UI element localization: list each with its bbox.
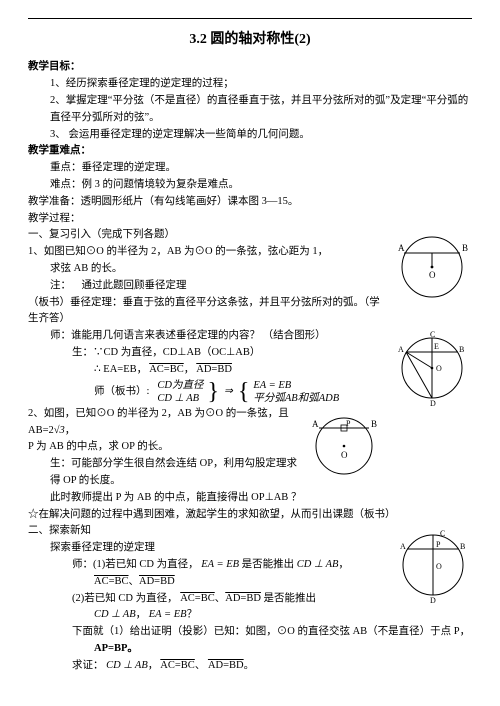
process-heading: 教学过程： [28, 211, 472, 228]
t2-2b: CD ⊥ AB， EA = EB？ [28, 607, 472, 624]
fig-2: C A B E O D [392, 330, 472, 406]
fig-4: C A B P O D [394, 525, 472, 603]
eq-l1: CD为直径 [157, 379, 203, 393]
obj-1: 1、经历探索垂径定理的逆定理的过程； [28, 76, 472, 93]
below-line: 下面就（1）给出证明（投影）已知：如图，⊙O 的直径交弦 AB（不是直径）于点 … [28, 624, 472, 641]
obj-2: 2、掌握定理“平分弦（不是直径）的直径垂直于弦，并且平分弦所对的弧”及定理“平分… [28, 93, 472, 127]
eq-l2: CD ⊥ AB [157, 392, 203, 406]
known-line: AP=BP。 [28, 641, 472, 658]
svg-text:A: A [398, 243, 405, 253]
brace-icon: } [206, 380, 222, 404]
q2-line1: 2、如图，已知⊙O 的半径为 2，AB 为⊙O 的一条弦，且 AB=2√3， [28, 406, 472, 440]
arc-adbd: AD=BD [196, 364, 232, 375]
q2-stu: 生：可能部分学生很自然会连结 OP，利用勾股定理求得 OP 的长度。 [28, 456, 472, 490]
svg-text:P: P [346, 419, 351, 428]
svg-text:A: A [312, 419, 319, 429]
sqrt-icon: √3 [54, 425, 65, 436]
svg-text:D: D [430, 399, 436, 406]
svg-text:O: O [429, 270, 436, 280]
teacher-2-label: 师（板书）: [94, 384, 155, 401]
svg-text:O: O [341, 450, 348, 460]
eq-r2: 平分弧AB和弧ADB [253, 392, 339, 406]
svg-text:A: A [398, 345, 404, 354]
board-1: （板书）垂径定理：垂直于弦的直径平分这条弦，并且平分弦所对的弧。（学生齐答） [28, 295, 472, 329]
prep-line: 教学准备：透明圆形纸片（有勾线笔画好）课本图 3—15。 [28, 194, 472, 211]
top-rule [28, 18, 472, 19]
svg-text:B: B [460, 542, 465, 551]
svg-text:B: B [459, 345, 464, 354]
known-bold: AP=BP。 [94, 643, 138, 654]
fig-1: A B O [392, 229, 472, 299]
svg-text:A: A [400, 542, 406, 551]
svg-text:C: C [440, 529, 445, 538]
imply-icon: ⇒ [221, 384, 236, 401]
svg-text:D: D [430, 596, 436, 603]
objectives-heading: 教学目标： [28, 59, 472, 76]
svg-text:C: C [430, 330, 435, 339]
svg-text:P: P [436, 540, 441, 549]
obj-3: 3、 会运用垂径定理的逆定理解决一些简单的几何问题。 [28, 127, 472, 144]
q2-star: ☆在解决问题的过程中遇到困难，激起学生的求知欲望，从而引出课题（板书） [28, 507, 472, 524]
important-heading: 教学重难点： [28, 143, 472, 160]
imp-1: 重点：垂径定理的逆定理。 [28, 160, 472, 177]
brace-icon-2: { [236, 380, 252, 404]
imp-2: 难点：例 3 的问题情境较为复杂是难点。 [28, 177, 472, 194]
svg-text:O: O [436, 562, 442, 571]
prove-line: 求证： CD ⊥ AB， AC=BC、 AD=BD。 [28, 658, 472, 675]
q2-line2: P 为 AB 的中点，求 OP 的长。 [28, 439, 472, 456]
doc-title: 3.2 圆的轴对称性(2) [28, 29, 472, 51]
q2-t: 此时教师提出 P 为 AB 的中点，能直接得出 OP⊥AB ？ [28, 490, 472, 507]
arc-acbc: AC=BC [149, 364, 184, 375]
eq-r1: EA = EB [253, 379, 339, 393]
svg-text:O: O [436, 364, 442, 373]
svg-text:B: B [462, 243, 468, 253]
fig-3: A B P O [304, 408, 386, 478]
svg-text:E: E [434, 342, 439, 351]
svg-text:B: B [371, 419, 377, 429]
eq-block: 师（板书）: CD为直径 CD ⊥ AB } ⇒ { EA = EB 平分弧AB… [28, 379, 386, 406]
